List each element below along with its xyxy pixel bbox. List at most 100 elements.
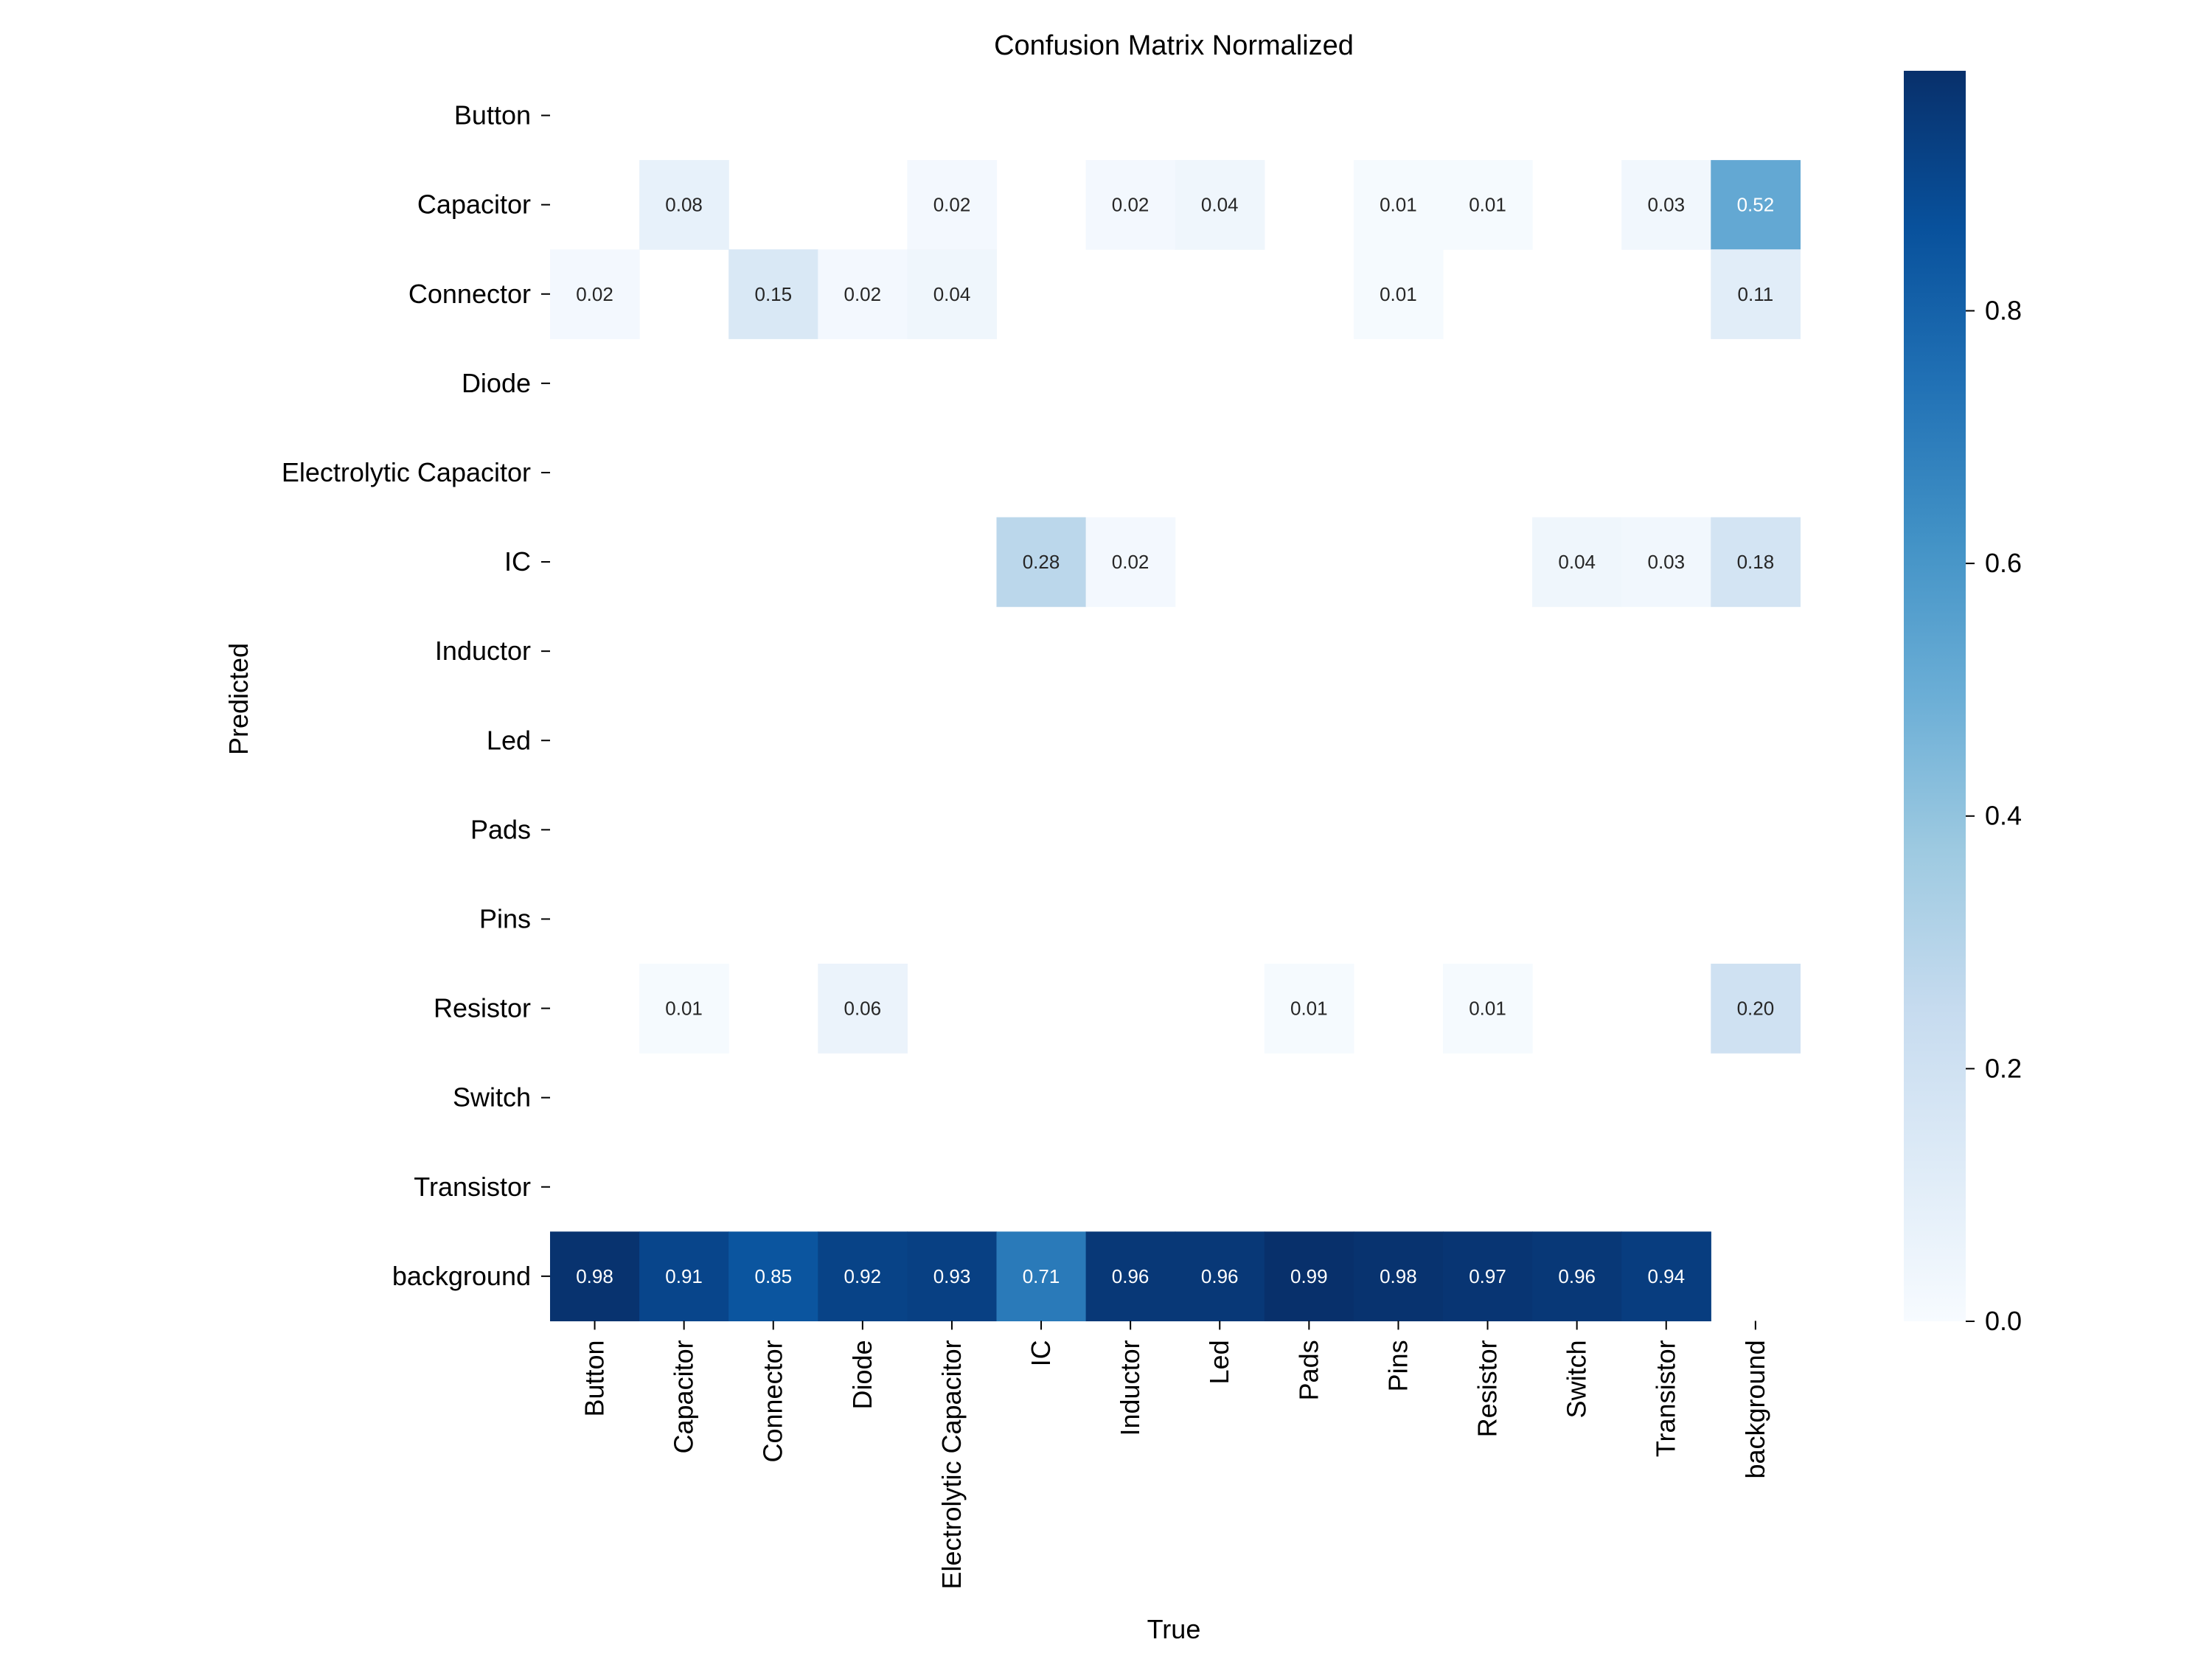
x-tick-label: Connector [758,1340,788,1462]
cell-value-label: 0.28 [1023,551,1060,573]
y-tick-label: Capacitor [417,189,531,220]
colorbar-gradient [1904,71,1966,1321]
y-tick-label: Pads [470,814,531,844]
cell-value-label: 0.96 [1112,1265,1150,1287]
heatmap-cell-labels: 0.08 0.02 0.02 0.04 0.01 0.01 0.03 0.52 0.02 0.15… [576,194,1774,1287]
heatmap-cell-background-resistor [1443,1231,1533,1321]
cell-value-label: 0.06 [844,998,881,1020]
heatmap-cell-background-diode [818,1231,908,1321]
cell-value-label: 0.99 [1290,1265,1328,1287]
heatmap-cell-connector-electrolytic-capacitor [907,249,998,339]
x-tick-label: Resistor [1472,1340,1503,1437]
heatmap-cell-resistor-capacitor [639,964,729,1054]
x-tick-label: Electrolytic Capacitor [936,1340,967,1589]
colorbar-tick-label: 0.8 [1985,295,2022,325]
cell-value-label: 0.20 [1737,998,1775,1020]
cell-value-label: 0.97 [1469,1265,1506,1287]
heatmap-cell-capacitor-electrolytic-capacitor [907,160,998,250]
heatmap-cell-capacitor-background [1711,160,1801,250]
cell-value-label: 0.52 [1737,194,1775,216]
heatmap-cell-ic-inductor [1085,517,1176,608]
heatmap-cells [550,160,1801,1321]
cell-value-label: 0.94 [1647,1265,1685,1287]
cell-value-label: 0.98 [1380,1265,1417,1287]
cell-value-label: 0.01 [1380,283,1417,305]
cell-value-label: 0.01 [1290,998,1328,1020]
heatmap-cell-resistor-resistor [1443,964,1533,1054]
heatmap-cell-background-button [550,1231,640,1321]
cell-value-label: 0.02 [1112,194,1150,216]
y-tick-label: Resistor [434,993,531,1023]
heatmap-cell-connector-pins [1353,249,1444,339]
x-tick-label: background [1740,1340,1770,1478]
y-tick-label: Pins [479,903,531,933]
heatmap-cell-capacitor-led [1175,160,1265,250]
x-tick-label: Switch [1562,1340,1592,1418]
y-tick-label: Button [454,100,531,131]
heatmap-cell-connector-button [550,249,640,339]
y-tick-label: IC [504,546,531,577]
x-tick-label: Inductor [1115,1340,1145,1436]
cell-value-label: 0.15 [754,283,792,305]
cell-value-label: 0.96 [1558,1265,1596,1287]
cell-value-label: 0.04 [1201,194,1239,216]
cell-value-label: 0.71 [1023,1265,1060,1287]
cell-value-label: 0.96 [1201,1265,1239,1287]
cell-value-label: 0.92 [844,1265,881,1287]
heatmap-cell-connector-connector [728,249,818,339]
heatmap-cell-capacitor-transistor [1621,160,1711,250]
chart-title: Confusion Matrix Normalized [994,30,1354,61]
cell-value-label: 0.02 [844,283,881,305]
heatmap-cell-background-pads [1264,1231,1354,1321]
x-tick-label: IC [1026,1340,1056,1366]
y-tick-label: Led [487,725,531,755]
cell-value-label: 0.93 [933,1265,971,1287]
heatmap-cell-capacitor-capacitor [639,160,729,250]
heatmap-cell-background-switch [1532,1231,1622,1321]
colorbar-tick-label: 0.2 [1985,1053,2022,1083]
y-tick-label: Switch [453,1082,531,1113]
heatmap-cell-background-pins [1353,1231,1444,1321]
cell-value-label: 0.02 [1112,551,1150,573]
cell-value-label: 0.98 [576,1265,613,1287]
cell-value-label: 0.08 [665,194,703,216]
heatmap-cell-capacitor-inductor [1085,160,1176,250]
y-axis-label: Predicted [223,643,254,755]
heatmap-cell-ic-transistor [1621,517,1711,608]
heatmap-cell-ic-switch [1532,517,1622,608]
y-tick-label: background [392,1261,531,1291]
cell-value-label: 0.01 [1469,194,1506,216]
heatmap-cell-ic-ic [996,517,1087,608]
heatmap-cell-background-inductor [1085,1231,1176,1321]
x-tick-label: Led [1204,1340,1234,1384]
heatmap-cell-resistor-pads [1264,964,1354,1054]
cell-value-label: 0.03 [1647,194,1685,216]
cell-value-label: 0.02 [576,283,613,305]
y-tick-label: Transistor [414,1172,531,1202]
cell-value-label: 0.01 [665,998,703,1020]
cell-value-label: 0.11 [1738,283,1774,305]
y-tick-label: Inductor [435,636,531,666]
cell-value-label: 0.04 [1558,551,1596,573]
heatmap-cell-background-electrolytic-capacitor [907,1231,998,1321]
heatmap-cell-connector-diode [818,249,908,339]
heatmap-cell-background-ic [996,1231,1087,1321]
heatmap-cell-connector-background [1711,249,1801,339]
colorbar-tick-label: 0.4 [1985,801,2022,831]
x-tick-label: Capacitor [669,1340,699,1453]
y-tick-label: Electrolytic Capacitor [282,457,531,487]
y-tick-label: Diode [462,368,531,398]
heatmap-cell-background-capacitor [639,1231,729,1321]
cell-value-label: 0.01 [1469,998,1506,1020]
heatmap-cell-background-transistor [1621,1231,1711,1321]
heatmap-cell-resistor-background [1711,964,1801,1054]
x-axis-ticks: Button Capacitor Connector Diode Electrolyti… [580,1321,1770,1590]
y-tick-label: Connector [408,279,531,309]
heatmap-cell-ic-background [1711,517,1801,608]
x-tick-label: Pads [1293,1340,1324,1400]
cell-value-label: 0.85 [754,1265,792,1287]
cell-value-label: 0.91 [665,1265,703,1287]
heatmap-cell-background-connector [728,1231,818,1321]
x-tick-label: Button [580,1340,610,1416]
